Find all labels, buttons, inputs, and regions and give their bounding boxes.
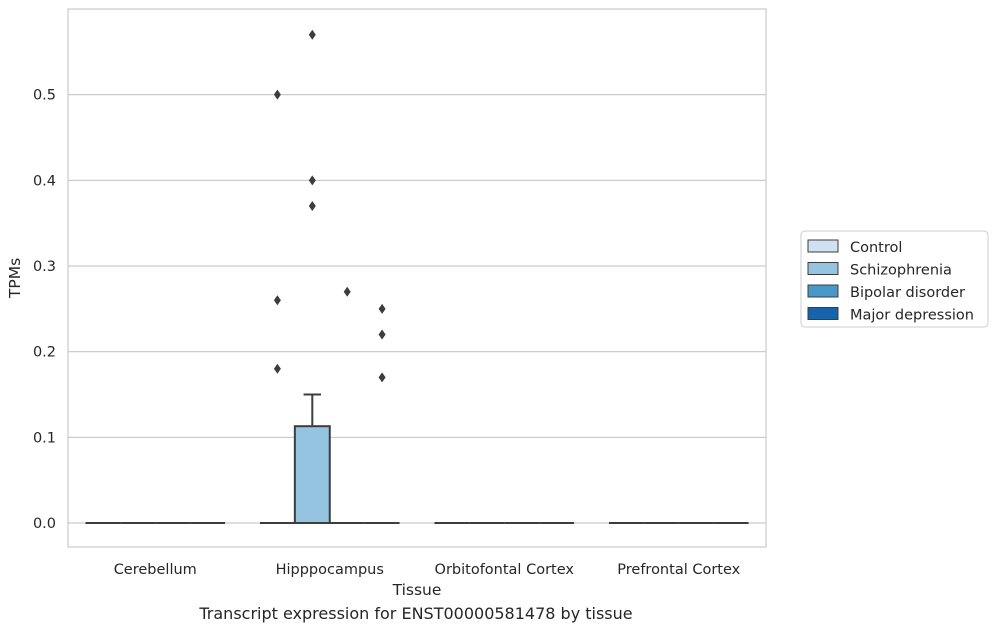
x-tick-label: Prefrontal Cortex bbox=[617, 562, 740, 578]
legend-label: Bipolar disorder bbox=[850, 285, 965, 301]
y-gridlines bbox=[68, 94, 766, 524]
outlier-point bbox=[308, 175, 316, 186]
legend-label: Major depression bbox=[850, 308, 974, 324]
x-tick-label: Cerebellum bbox=[114, 562, 197, 578]
y-tick-label: 0.5 bbox=[33, 88, 56, 104]
outlier-point bbox=[378, 372, 386, 383]
box-1-1 bbox=[293, 29, 331, 525]
y-tick-label: 0.3 bbox=[33, 259, 56, 275]
legend-swatch bbox=[807, 239, 839, 253]
outlier-point bbox=[343, 286, 351, 297]
y-axis-label: TPMs bbox=[6, 258, 24, 299]
x-tick-label: Hipppocampus bbox=[276, 562, 384, 578]
outlier-point bbox=[378, 303, 386, 314]
x-tick-label: Orbitofontal Cortex bbox=[435, 562, 575, 578]
plot-frame bbox=[67, 8, 767, 548]
box-1-0 bbox=[259, 89, 295, 525]
y-tick-labels: 0.0 0.1 0.2 0.3 0.4 0.5 bbox=[33, 88, 56, 532]
outlier-point bbox=[308, 29, 316, 40]
box-body bbox=[293, 425, 331, 525]
outlier-point bbox=[273, 295, 281, 306]
legend-label: Control bbox=[850, 240, 902, 256]
outlier-point bbox=[273, 363, 281, 374]
legend-swatch bbox=[807, 262, 839, 275]
box-1-3 bbox=[364, 303, 400, 525]
outlier-point bbox=[378, 329, 386, 340]
y-tick-label: 0.4 bbox=[33, 173, 56, 189]
legend-label: Schizophrenia bbox=[850, 263, 952, 279]
x-axis-label: Tissue bbox=[392, 581, 442, 599]
chart-caption: Transcript expression for ENST0000058147… bbox=[199, 604, 633, 623]
y-tick-label: 0.0 bbox=[33, 516, 56, 532]
legend-item: Control bbox=[807, 239, 902, 256]
legend: Control Schizophrenia Bipolar disorder Majo… bbox=[800, 230, 989, 328]
legend-item: Bipolar disorder bbox=[807, 284, 965, 301]
box-marks bbox=[85, 29, 749, 525]
box-1-2 bbox=[329, 286, 365, 525]
legend-box bbox=[800, 230, 989, 328]
outlier-point bbox=[273, 89, 281, 100]
outlier-point bbox=[308, 201, 316, 212]
y-tick-label: 0.1 bbox=[33, 430, 56, 446]
y-tick-label: 0.2 bbox=[33, 345, 56, 361]
legend-swatch bbox=[807, 284, 839, 298]
legend-swatch bbox=[807, 307, 839, 320]
legend-item: Schizophrenia bbox=[807, 262, 952, 279]
legend-item: Major depression bbox=[807, 307, 974, 324]
x-tick-labels: Cerebellum Hipppocampus Orbitofontal Corte… bbox=[114, 562, 741, 578]
